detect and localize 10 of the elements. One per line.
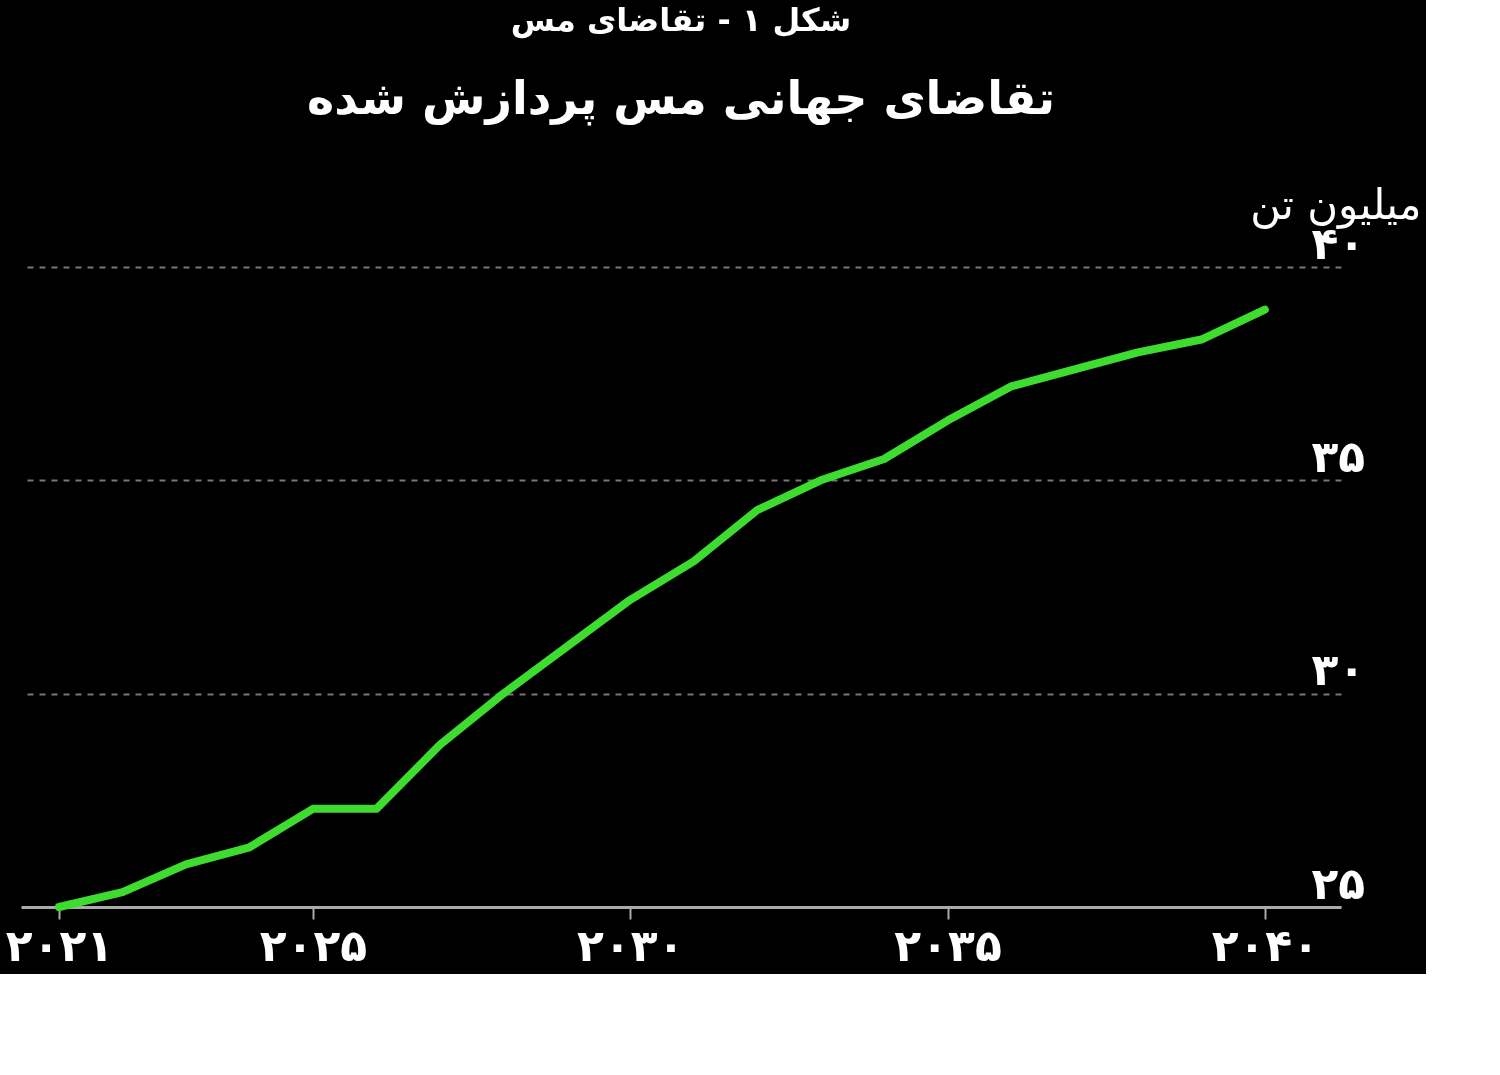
x-tick-label: ۲۰۲۵: [259, 919, 368, 971]
x-tick-label: ۲۰۲۱: [5, 919, 114, 971]
y-tick-label: ۳۰: [1311, 644, 1366, 696]
chart-title: شکل ۱ - تقاضای مس: [510, 1, 852, 39]
chart-subtitle: تقاضای جهانی مس پردازش شده: [307, 71, 1055, 126]
x-tick-label: ۲۰۳۰: [577, 919, 685, 971]
y-tick-label: ۳۵: [1311, 430, 1366, 482]
y-tick-label: ۲۵: [1311, 857, 1366, 909]
x-tick-label: ۲۰۳۵: [894, 919, 1002, 971]
x-tick-label: ۲۰۴۰: [1211, 919, 1320, 971]
